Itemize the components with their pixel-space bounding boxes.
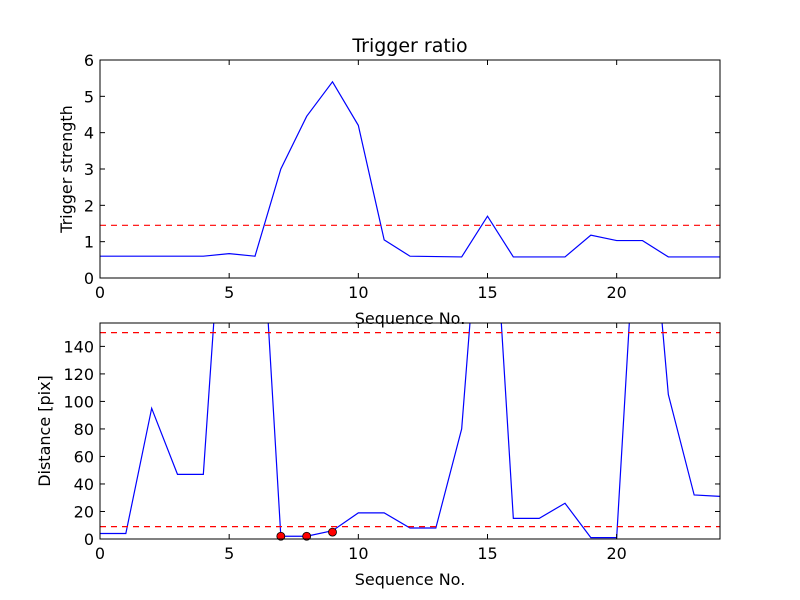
x-tick-label: 5 [224,283,234,302]
x-tick-label: 10 [348,283,368,302]
chart-panel-distance: 0 5 10 15 20 0 20 40 60 80 100 120 140 Sequence No. Di… [35,322,721,589]
y-tick-label: 3 [84,160,94,179]
axes-frame [99,322,721,540]
y-tick-label: 0 [84,269,94,288]
y-axis-label: Trigger strength [57,105,76,234]
y-tick-label: 100 [63,392,94,411]
series-line-0 [100,80,720,258]
x-tick-label: 0 [95,544,105,563]
y-tick-label: 40 [74,475,94,494]
x-tick-label: 5 [224,544,234,563]
x-tick-label: 10 [348,544,368,563]
y-tick-label: 1 [84,233,94,252]
y-tick-label: 60 [74,447,94,466]
y-tick-label: 80 [74,420,94,439]
y-tick-label: 4 [84,124,94,143]
y-tick-label: 6 [84,51,94,70]
y-tick-label: 2 [84,196,94,215]
x-tick-label: 0 [95,283,105,302]
y-tick-label: 5 [84,87,94,106]
highlight-point-1 [302,531,312,541]
y-tick-label: 0 [84,530,94,549]
x-axis-label: Sequence No. [355,309,466,328]
x-tick-label: 15 [477,544,497,563]
y-tick-label: 140 [63,337,94,356]
x-tick-label: 20 [606,283,626,302]
x-tick-label: 20 [606,544,626,563]
chart-title: Trigger ratio [351,35,467,57]
x-tick-label: 15 [477,283,497,302]
y-tick-label: 20 [74,502,94,521]
y-axis-label: Distance [pix] [35,375,54,487]
y-tick-label: 120 [63,365,94,384]
highlight-point-0 [276,531,286,541]
highlight-point-2 [328,527,337,537]
x-axis-label: Sequence No. [355,570,466,589]
